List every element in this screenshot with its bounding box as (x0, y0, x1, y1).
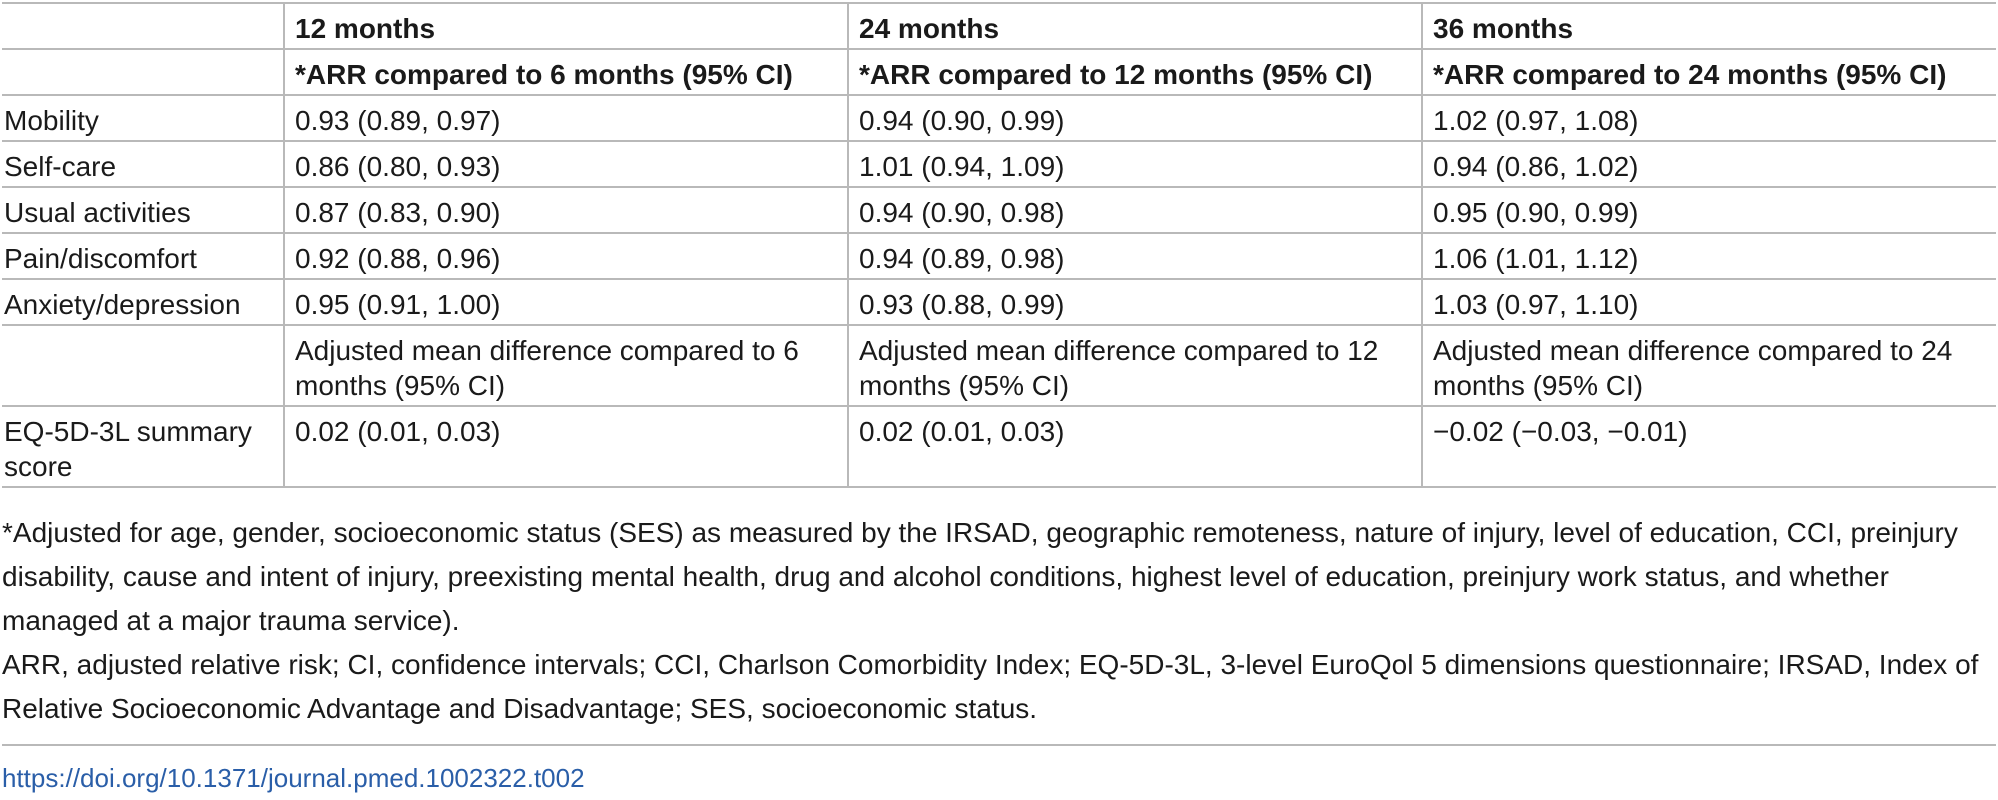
subheader-cell-arr-12-months: *ARR compared to 12 months (95% CI) (847, 49, 1422, 95)
table-cell: 0.86 (0.80, 0.93) (283, 141, 848, 187)
row-label: Anxiety/depression (4, 289, 241, 320)
table-row: Usual activities 0.87 (0.83, 0.90) 0.94 … (2, 187, 1996, 233)
table-cell: 0.02 (0.01, 0.03) (283, 406, 848, 487)
row-label: Mobility (4, 105, 99, 136)
doi-link[interactable]: https://doi.org/10.1371/journal.pmed.100… (2, 763, 585, 793)
table-cell: 0.94 (0.86, 1.02) (1421, 141, 1996, 187)
header-cell-12-months: 12 months (283, 3, 848, 49)
results-table: 12 months 24 months 36 months *ARR compa… (2, 2, 1996, 488)
table-cell: 0.95 (0.91, 1.00) (283, 279, 848, 325)
mean-diff-header-6-months: Adjusted mean difference compared to 6 m… (283, 325, 848, 406)
row-label: Self-care (4, 151, 117, 182)
table-cell: 1.03 (0.97, 1.10) (1421, 279, 1996, 325)
table-cell: 0.95 (0.90, 0.99) (1421, 187, 1996, 233)
table-cell: 0.93 (0.88, 0.99) (847, 279, 1422, 325)
abbreviations-footnote: ARR, adjusted relative risk; CI, confide… (2, 649, 1979, 724)
table-header-row: 12 months 24 months 36 months (2, 3, 1996, 49)
table-cell: 0.87 (0.83, 0.90) (283, 187, 848, 233)
table-cell: 1.06 (1.01, 1.12) (1421, 233, 1996, 279)
subheader-cell-arr-6-months: *ARR compared to 6 months (95% CI) (283, 49, 848, 95)
table-cell: 0.02 (0.01, 0.03) (847, 406, 1422, 487)
table-subheader-row: *ARR compared to 6 months (95% CI) *ARR … (2, 49, 1996, 95)
table-cell: 0.94 (0.90, 0.98) (847, 187, 1422, 233)
row-label: EQ-5D-3L summary score (4, 416, 252, 482)
adjustment-footnote: *Adjusted for age, gender, socioeconomic… (2, 517, 1958, 636)
table-row: Self-care 0.86 (0.80, 0.93) 1.01 (0.94, … (2, 141, 1996, 187)
table-row: Mobility 0.93 (0.89, 0.97) 0.94 (0.90, 0… (2, 95, 1996, 141)
table-cell: 0.93 (0.89, 0.97) (283, 95, 848, 141)
table-row: Anxiety/depression 0.95 (0.91, 1.00) 0.9… (2, 279, 1996, 325)
mean-difference-header-row: Adjusted mean difference compared to 6 m… (2, 325, 1996, 406)
subheader-cell-empty (2, 49, 284, 95)
table-row: Pain/discomfort 0.92 (0.88, 0.96) 0.94 (… (2, 233, 1996, 279)
header-cell-empty (2, 3, 284, 49)
footer-divider (2, 744, 1996, 746)
mean-diff-header-empty (2, 325, 284, 406)
header-cell-36-months: 36 months (1421, 3, 1996, 49)
table-cell: 1.01 (0.94, 1.09) (847, 141, 1422, 187)
table-cell: −0.02 (−0.03, −0.01) (1421, 406, 1996, 487)
row-label: Pain/discomfort (4, 243, 197, 274)
table-cell: 0.92 (0.88, 0.96) (283, 233, 848, 279)
subheader-cell-arr-24-months: *ARR compared to 24 months (95% CI) (1421, 49, 1996, 95)
mean-diff-header-24-months: Adjusted mean difference compared to 24 … (1421, 325, 1996, 406)
header-cell-24-months: 24 months (847, 3, 1422, 49)
table-cell: 0.94 (0.90, 0.99) (847, 95, 1422, 141)
row-label: Usual activities (4, 197, 191, 228)
table-cell: 0.94 (0.89, 0.98) (847, 233, 1422, 279)
summary-score-row: EQ-5D-3L summary score 0.02 (0.01, 0.03)… (2, 406, 1996, 487)
mean-diff-header-12-months: Adjusted mean difference compared to 12 … (847, 325, 1422, 406)
table-cell: 1.02 (0.97, 1.08) (1421, 95, 1996, 141)
